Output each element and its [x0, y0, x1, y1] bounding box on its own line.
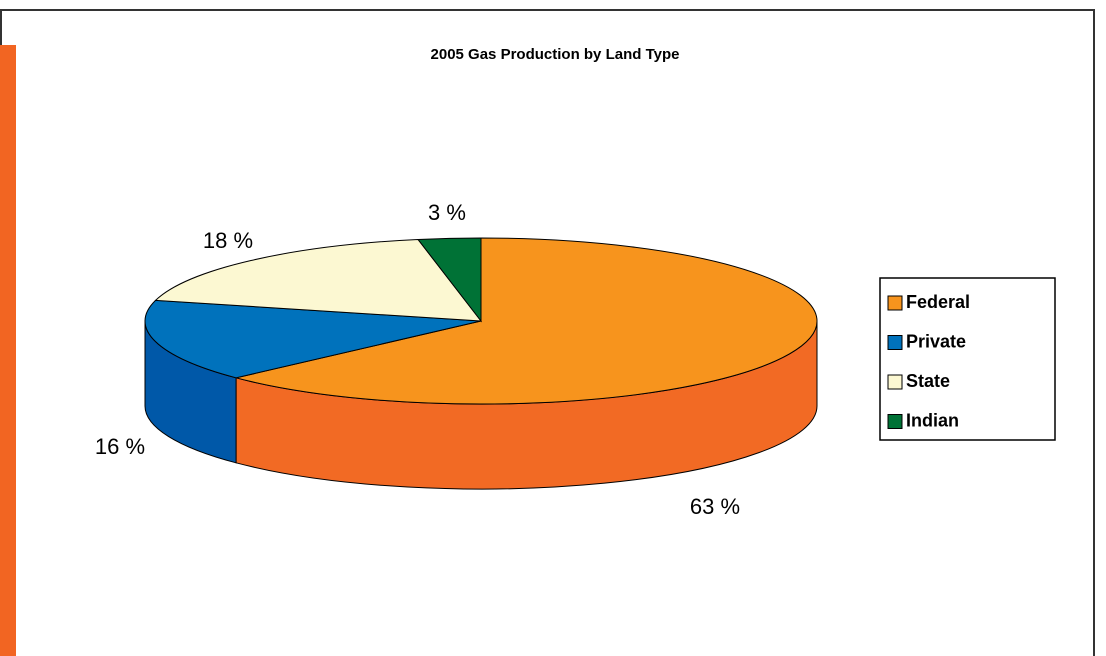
- legend-label: State: [906, 371, 950, 391]
- legend-label: Private: [906, 331, 966, 351]
- legend-label: Indian: [906, 410, 959, 430]
- legend-swatch: [887, 374, 903, 390]
- legend-swatch: [887, 414, 903, 429]
- legend-label: Federal: [906, 292, 970, 312]
- side-strip: [0, 45, 16, 656]
- value-label: 16 %: [95, 434, 145, 459]
- legend-swatch: [887, 295, 903, 311]
- value-label: 18 %: [203, 228, 253, 253]
- legend-box: [879, 277, 1056, 441]
- slice: [144, 299, 482, 379]
- value-label: 63 %: [690, 494, 740, 519]
- chart-title: 2005 Gas Production by Land Type: [431, 46, 680, 63]
- slice: [417, 237, 482, 323]
- legend-swatch: [887, 335, 903, 350]
- value-label: 3 %: [428, 200, 466, 225]
- slice: [235, 237, 818, 405]
- slice: [154, 238, 483, 322]
